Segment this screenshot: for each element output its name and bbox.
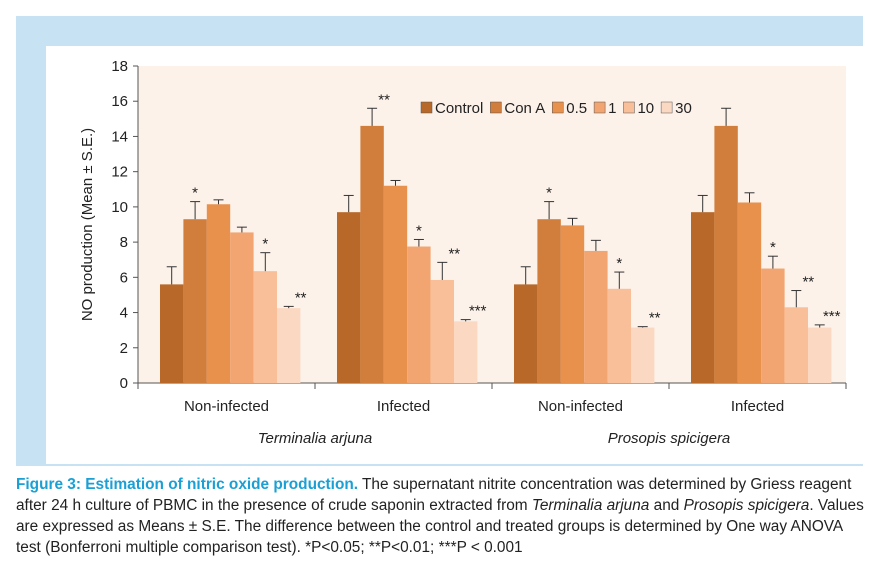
bar-control	[160, 284, 184, 383]
y-tick-label: 0	[120, 375, 128, 392]
bar-con-a	[537, 219, 561, 383]
bar-30	[277, 308, 301, 383]
bar-con-a	[714, 125, 738, 383]
legend-label: 10	[637, 100, 654, 117]
significance-label: **	[295, 289, 307, 306]
bar-30	[631, 327, 655, 383]
bar-1	[407, 246, 431, 383]
significance-label: *	[416, 222, 422, 239]
significance-label: *	[546, 185, 552, 202]
caption-text-3: . Values are expressed as Means ± S.E. T…	[16, 497, 864, 556]
bar-0.5	[206, 204, 231, 383]
bar-0.5	[560, 225, 585, 383]
significance-label: **	[802, 274, 814, 291]
bar-10	[784, 307, 808, 383]
legend-swatch	[623, 101, 635, 114]
significance-label: **	[378, 91, 390, 108]
legend-swatch	[593, 101, 606, 114]
x-category-label: Infected	[731, 398, 784, 415]
significance-label: ***	[469, 303, 487, 320]
bar-1	[584, 250, 608, 383]
legend-label: 0.5	[566, 100, 587, 117]
y-tick-label: 18	[111, 58, 128, 75]
y-tick-label: 12	[111, 164, 128, 181]
y-tick-label: 4	[120, 305, 128, 322]
legend-swatch	[420, 101, 433, 114]
x-category-label: Infected	[377, 398, 430, 415]
caption-species-1: Terminalia arjuna	[531, 497, 650, 514]
bar-control	[691, 212, 715, 383]
bar-0.5	[737, 202, 762, 383]
chart-panel: 0 2 4 6 8 10 12 14 16 18 NO production (Mean ± S.E…	[46, 46, 864, 464]
bar-10	[430, 279, 454, 383]
y-tick-label: 8	[120, 234, 128, 251]
caption-text-2: and	[649, 497, 684, 514]
y-tick-label: 2	[120, 340, 128, 357]
bar-con-a	[183, 219, 207, 383]
legend-swatch	[490, 101, 502, 114]
x-category-label: Non-infected	[184, 398, 269, 415]
figure-frame: 0 2 4 6 8 10 12 14 16 18 NO production (Mean ± S.E…	[16, 16, 864, 466]
caption-title: Figure 3: Estimation of nitric oxide pro…	[16, 476, 359, 493]
bar-con-a	[360, 125, 384, 383]
legend-label: Control	[435, 100, 483, 117]
figure-caption: Figure 3: Estimation of nitric oxide pro…	[16, 474, 866, 558]
species-group-label: Terminalia arjuna	[258, 430, 373, 447]
legend-label: Con A	[504, 100, 545, 117]
significance-label: *	[192, 185, 198, 202]
bar-control	[514, 284, 538, 383]
bar-0.5	[383, 185, 408, 383]
legend-swatch	[660, 101, 673, 114]
y-tick-label: 10	[111, 199, 128, 216]
y-axis-label: NO production (Mean ± S.E.)	[79, 128, 96, 321]
caption-species-2: Prosopis spicigera	[683, 497, 810, 514]
legend-label: 30	[675, 100, 692, 117]
significance-label: *	[262, 236, 268, 253]
bar-control	[337, 212, 361, 383]
bar-1	[230, 232, 254, 383]
bar-1	[761, 268, 785, 383]
y-tick-label: 14	[111, 128, 128, 145]
bar-10	[253, 271, 277, 383]
legend-label: 1	[608, 100, 616, 117]
species-group-label: Prosopis spicigera	[608, 430, 731, 447]
significance-label: *	[616, 255, 622, 272]
bar-30	[808, 327, 832, 383]
y-tick-label: 6	[120, 269, 128, 286]
nitric-oxide-bar-chart: 0 2 4 6 8 10 12 14 16 18 NO production (Mean ± S.E…	[79, 58, 847, 447]
significance-label: *	[770, 239, 776, 256]
significance-label: ***	[823, 308, 841, 325]
significance-label: **	[649, 310, 661, 327]
bar-10	[607, 288, 631, 383]
y-tick-label: 16	[111, 93, 128, 110]
bar-30	[454, 321, 478, 383]
x-category-label: Non-infected	[538, 398, 623, 415]
caption-text-1: The supernatant nitrite concentration wa…	[16, 476, 852, 514]
legend-swatch	[551, 101, 564, 114]
significance-label: **	[448, 245, 460, 262]
